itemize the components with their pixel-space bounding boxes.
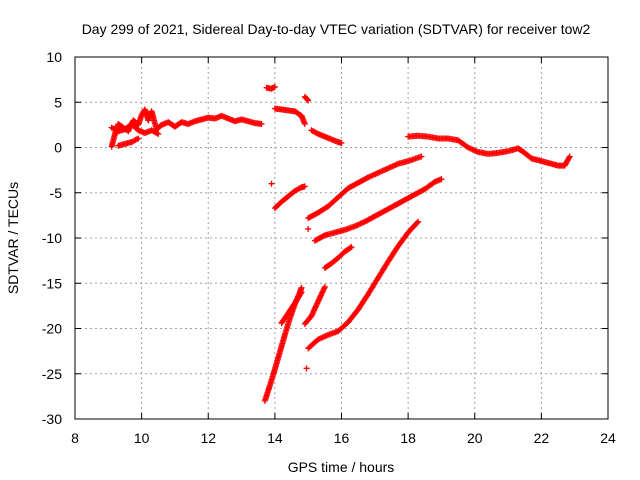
data-point [320,232,327,239]
data-point [348,244,355,251]
series-arc-11 [305,153,425,222]
data-point [155,130,162,137]
x-axis-tick-labels: 8 10 12 14 16 18 20 22 24 [71,430,616,446]
series-arc-7 [308,127,345,146]
x-tick-label: 18 [400,430,416,446]
series-arc-14 [321,244,355,271]
series-arc-5 [271,105,308,127]
grid [75,57,608,419]
chart-title: Day 299 of 2021, Sidereal Day-to-day VTE… [82,21,591,37]
data-point [338,139,345,146]
x-tick-label: 24 [600,430,616,446]
data-point [303,365,310,372]
data-point [418,153,425,160]
x-tick-label: 8 [71,430,79,446]
y-tick-label: 0 [54,140,62,156]
x-tick-label: 22 [534,430,550,446]
y-tick-label: -25 [42,366,62,382]
data-point [301,183,308,190]
data-point [414,219,421,226]
data-point [415,218,422,225]
series-arc-13 [311,176,445,244]
series-arc-3 [115,135,142,149]
data-point [566,153,573,160]
data-point [438,176,445,183]
data-points [108,83,573,404]
y-tick-label: 10 [46,49,62,65]
data-point [258,120,265,127]
data-point [305,225,312,232]
data-point [363,175,370,182]
data-point [135,135,142,142]
y-tick-label: 5 [54,94,62,110]
data-point [304,96,311,103]
data-point [133,136,140,143]
series-arc-6 [301,93,312,104]
y-axis-title: SDTVAR / TECUs [5,182,21,294]
data-point [153,130,160,137]
series-arc-17 [301,283,328,327]
y-tick-label: -15 [42,275,62,291]
data-point [271,83,278,90]
x-tick-label: 12 [200,430,216,446]
x-tick-label: 14 [267,430,283,446]
series-arc-16 [278,289,305,327]
series-arc-19 [305,218,422,352]
series-arc-15 [261,284,305,404]
series-arc-2 [108,120,162,137]
data-point [301,120,308,127]
y-tick-label: -30 [42,411,62,427]
data-point [313,130,320,137]
y-tick-label: -5 [50,185,63,201]
series-arc-18 [303,365,310,372]
data-point [321,283,328,290]
data-point [268,180,275,187]
data-point [565,154,572,161]
series-arc-1 [108,106,265,150]
series-arc-8 [405,132,573,169]
y-tick-label: -20 [42,321,62,337]
data-point [298,289,305,296]
series-arc-9 [268,180,275,187]
data-point [305,97,312,104]
x-tick-label: 16 [334,430,350,446]
x-tick-label: 20 [467,430,483,446]
series-arc-10 [271,183,308,212]
y-axis-tick-labels: 10 5 0 -5 -10 -15 -20 -25 -30 [42,49,62,427]
y-tick-label: -10 [42,230,62,246]
axis-ticks [74,56,609,420]
x-tick-label: 10 [134,430,150,446]
series-arc-12 [305,225,312,232]
x-axis-title: GPS time / hours [288,459,395,475]
series-arc-4 [263,83,278,92]
data-point [347,244,354,251]
